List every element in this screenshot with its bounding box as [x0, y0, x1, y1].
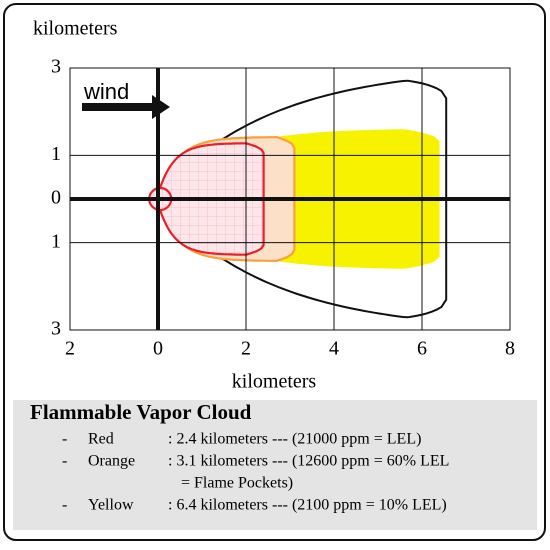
x-tick-label: 2 [65, 338, 75, 360]
legend-text: : 6.4 kilometers --- (2100 ppm = 10% LEL… [168, 497, 447, 514]
legend-text: : 2.4 kilometers --- (21000 ppm = LEL) [168, 431, 421, 448]
wind-label: wind [83, 79, 129, 104]
y-tick-label: 3 [51, 318, 61, 340]
x-tick-label: 8 [505, 338, 515, 360]
legend-marker: - [62, 431, 67, 448]
y-axis-label: kilometers [33, 18, 118, 40]
legend-panel [13, 400, 537, 530]
x-tick-label: 6 [417, 338, 427, 360]
legend-name: Red [88, 431, 114, 448]
y-tick-label: 1 [51, 143, 61, 165]
y-tick-label: 0 [51, 187, 61, 209]
y-tick-label: 1 [51, 230, 61, 252]
x-tick-label: 0 [153, 338, 163, 360]
legend-marker: - [62, 453, 67, 470]
y-tick-label: 3 [51, 56, 61, 78]
legend-text: : 3.1 kilometers --- (12600 ppm = 60% LE… [168, 453, 449, 470]
x-axis-label: kilometers [232, 371, 317, 393]
legend-title: Flammable Vapor Cloud [30, 400, 252, 424]
x-tick-label: 2 [241, 338, 251, 360]
legend-name: Yellow [88, 497, 134, 514]
legend-name: Orange [88, 453, 135, 470]
x-tick-label: 4 [329, 338, 339, 360]
legend-text: = Flame Pockets) [181, 475, 293, 492]
legend-marker: - [62, 497, 67, 514]
wind-arrow [82, 95, 170, 119]
